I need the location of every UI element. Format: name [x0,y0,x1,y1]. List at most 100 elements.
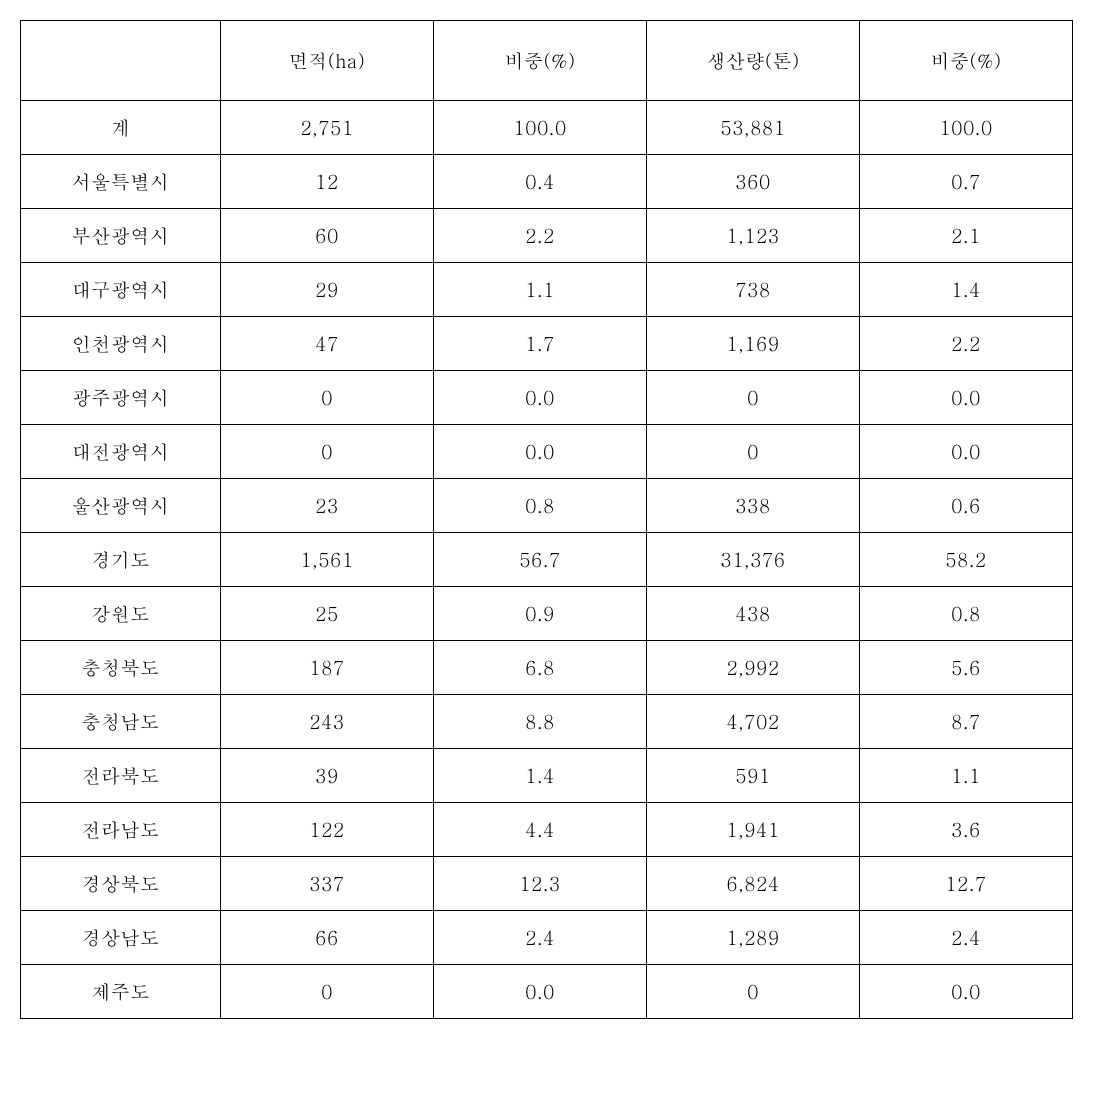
cell-region: 광주광역시 [21,371,221,425]
header-area: 면적(ha) [221,21,434,101]
cell-area-ratio: 0.0 [434,965,647,1019]
cell-area: 47 [221,317,434,371]
cell-region: 대구광역시 [21,263,221,317]
cell-area: 12 [221,155,434,209]
table-row: 경기도 1,561 56.7 31,376 58.2 [21,533,1073,587]
cell-production: 0 [647,371,860,425]
cell-production-ratio: 2.1 [860,209,1073,263]
cell-production: 2,992 [647,641,860,695]
cell-area: 122 [221,803,434,857]
header-production-ratio: 비중(%) [860,21,1073,101]
cell-production: 338 [647,479,860,533]
table-row: 대구광역시 29 1.1 738 1.4 [21,263,1073,317]
cell-area: 66 [221,911,434,965]
cell-area: 23 [221,479,434,533]
table-row: 서울특별시 12 0.4 360 0.7 [21,155,1073,209]
cell-region: 전라남도 [21,803,221,857]
cell-area-ratio: 0.4 [434,155,647,209]
cell-region: 부산광역시 [21,209,221,263]
cell-area-ratio: 0.9 [434,587,647,641]
cell-production-ratio: 5.6 [860,641,1073,695]
table-body: 계 2,751 100.0 53,881 100.0 서울특별시 12 0.4 … [21,101,1073,1019]
cell-region: 울산광역시 [21,479,221,533]
table-row: 계 2,751 100.0 53,881 100.0 [21,101,1073,155]
table-row: 충청남도 243 8.8 4,702 8.7 [21,695,1073,749]
cell-area-ratio: 100.0 [434,101,647,155]
cell-production-ratio: 58.2 [860,533,1073,587]
cell-production: 53,881 [647,101,860,155]
cell-area-ratio: 2.2 [434,209,647,263]
table-row: 대전광역시 0 0.0 0 0.0 [21,425,1073,479]
cell-production-ratio: 8.7 [860,695,1073,749]
cell-region: 경상남도 [21,911,221,965]
header-row: 면적(ha) 비중(%) 생산량(톤) 비중(%) [21,21,1073,101]
cell-area-ratio: 0.0 [434,425,647,479]
cell-area: 337 [221,857,434,911]
cell-production: 6,824 [647,857,860,911]
cell-area: 0 [221,371,434,425]
cell-area: 1,561 [221,533,434,587]
cell-area-ratio: 2.4 [434,911,647,965]
cell-area-ratio: 0.0 [434,371,647,425]
table-row: 경상남도 66 2.4 1,289 2.4 [21,911,1073,965]
table-header: 면적(ha) 비중(%) 생산량(톤) 비중(%) [21,21,1073,101]
cell-production-ratio: 0.8 [860,587,1073,641]
table-row: 경상북도 337 12.3 6,824 12.7 [21,857,1073,911]
cell-area: 0 [221,425,434,479]
cell-production-ratio: 3.6 [860,803,1073,857]
cell-region: 제주도 [21,965,221,1019]
cell-production: 438 [647,587,860,641]
table-row: 울산광역시 23 0.8 338 0.6 [21,479,1073,533]
cell-production: 1,289 [647,911,860,965]
cell-area: 243 [221,695,434,749]
cell-area: 2,751 [221,101,434,155]
header-region [21,21,221,101]
cell-production: 1,941 [647,803,860,857]
cell-region: 경상북도 [21,857,221,911]
cell-area: 187 [221,641,434,695]
cell-production: 31,376 [647,533,860,587]
cell-area: 0 [221,965,434,1019]
cell-production: 360 [647,155,860,209]
cell-production-ratio: 1.4 [860,263,1073,317]
cell-area: 29 [221,263,434,317]
cell-production-ratio: 0.0 [860,425,1073,479]
cell-area-ratio: 4.4 [434,803,647,857]
cell-area-ratio: 1.1 [434,263,647,317]
cell-production-ratio: 0.6 [860,479,1073,533]
cell-area-ratio: 0.8 [434,479,647,533]
cell-area: 25 [221,587,434,641]
cell-region: 계 [21,101,221,155]
table-row: 전라북도 39 1.4 591 1.1 [21,749,1073,803]
header-area-ratio: 비중(%) [434,21,647,101]
region-statistics-table: 면적(ha) 비중(%) 생산량(톤) 비중(%) 계 2,751 100.0 … [20,20,1073,1019]
table-row: 부산광역시 60 2.2 1,123 2.1 [21,209,1073,263]
cell-region: 인천광역시 [21,317,221,371]
cell-area-ratio: 8.8 [434,695,647,749]
cell-production-ratio: 2.2 [860,317,1073,371]
cell-production-ratio: 100.0 [860,101,1073,155]
cell-region: 경기도 [21,533,221,587]
cell-production-ratio: 0.7 [860,155,1073,209]
cell-region: 서울특별시 [21,155,221,209]
cell-area-ratio: 1.4 [434,749,647,803]
header-production: 생산량(톤) [647,21,860,101]
cell-production: 0 [647,965,860,1019]
cell-region: 충청남도 [21,695,221,749]
cell-production-ratio: 12.7 [860,857,1073,911]
cell-region: 대전광역시 [21,425,221,479]
cell-area: 39 [221,749,434,803]
cell-production-ratio: 0.0 [860,965,1073,1019]
cell-region: 충청북도 [21,641,221,695]
table-row: 강원도 25 0.9 438 0.8 [21,587,1073,641]
cell-production: 591 [647,749,860,803]
cell-region: 강원도 [21,587,221,641]
cell-area-ratio: 56.7 [434,533,647,587]
table-row: 전라남도 122 4.4 1,941 3.6 [21,803,1073,857]
cell-area-ratio: 6.8 [434,641,647,695]
table-row: 인천광역시 47 1.7 1,169 2.2 [21,317,1073,371]
cell-region: 전라북도 [21,749,221,803]
table-row: 제주도 0 0.0 0 0.0 [21,965,1073,1019]
cell-production-ratio: 2.4 [860,911,1073,965]
cell-area: 60 [221,209,434,263]
